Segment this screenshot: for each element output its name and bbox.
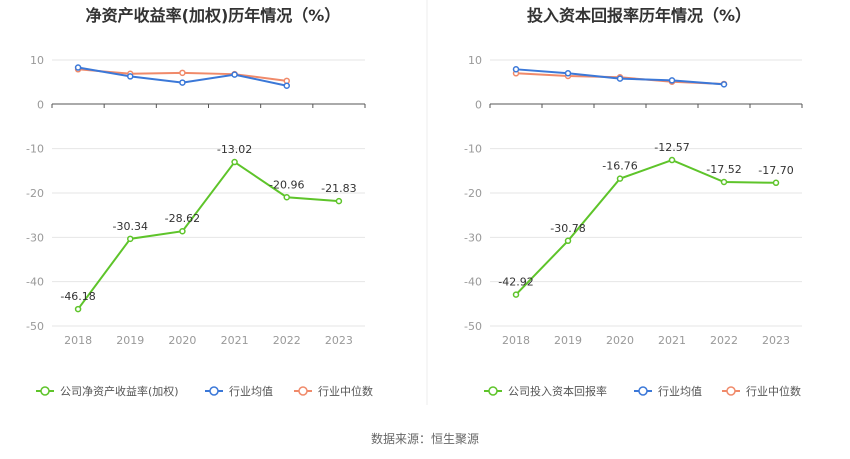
data-label: -30.78 [550,222,585,235]
data-point [74,64,82,71]
chart-title: 净资产收益率(加权)历年情况（%） [86,6,341,25]
roic-chart-panel: 投入资本回报率历年情况（%） 10 0 -10 -20 -30 -40 -50 2018 201… [464,6,803,398]
data-point [231,158,238,166]
data-point [179,227,186,235]
data-point [616,75,624,82]
data-point [668,77,676,84]
legend-label: 行业中位数 [746,384,801,398]
x-tick-label: 2018 [502,334,530,347]
legend-label: 公司投入资本回报率 [508,384,607,398]
legend-label: 公司净资产收益率(加权) [60,384,179,398]
chart-title: 投入资本回报率历年情况（%） [527,6,751,25]
y-tick-label: 0 [37,98,44,111]
data-point [668,156,676,164]
data-label: -16.76 [602,160,637,173]
legend-marker [40,386,50,396]
x-tick-label: 2020 [168,334,196,347]
x-tick-label: 2021 [658,334,686,347]
data-label: -17.70 [758,164,793,177]
y-tick-label: -50 [464,320,482,333]
data-point [127,73,134,80]
legend-label: 行业均值 [658,385,702,398]
y-tick-label: 10 [30,54,44,67]
x-tick-label: 2020 [606,334,634,347]
data-point [772,179,780,187]
x-tick-label: 2022 [710,334,738,347]
legend-marker [726,386,736,396]
x-tick-label: 2023 [762,334,790,347]
data-label: -13.02 [217,143,252,156]
x-tick-label: 2018 [64,334,92,347]
data-label: -28.62 [165,212,200,225]
y-tick-label: -40 [464,276,482,289]
series-line [515,158,777,296]
data-point [720,178,728,186]
x-tick-label: 2019 [116,334,144,347]
data-label: -12.57 [654,141,689,154]
data-point [74,305,82,313]
y-tick-label: -20 [464,187,482,200]
y-tick-label: 0 [475,98,482,111]
data-point [283,82,290,89]
data-label: -42.92 [498,276,533,289]
y-tick-label: -40 [26,276,44,289]
x-tick-label: 2022 [273,334,301,347]
legend-marker [488,386,498,396]
data-point [564,70,572,77]
data-label: -21.83 [321,182,356,195]
data-point [335,197,343,205]
series-line [77,160,339,310]
data-point [179,69,186,77]
data-point [512,66,520,73]
data-point [127,235,134,243]
y-tick-label: -20 [26,187,44,200]
data-source-note: 数据来源：恒生聚源 [371,431,479,446]
data-point [179,79,186,86]
data-point [512,291,520,298]
legend-marker [209,386,219,396]
y-tick-label: -10 [26,143,44,156]
roe-chart-panel: 净资产收益率(加权)历年情况（%） 10 0 -10 -20 -30 -40 -50 2018… [26,6,373,398]
x-tick-label: 2021 [221,334,249,347]
data-label: -17.52 [706,163,741,176]
data-label: -30.34 [113,220,148,233]
legend-marker [638,386,648,396]
data-label: -46.18 [60,290,95,303]
data-point [564,237,572,245]
data-point [720,81,728,88]
legend-label: 行业中位数 [318,384,373,398]
x-tick-label: 2023 [325,334,353,347]
legend-marker [298,386,308,396]
data-point [283,194,290,201]
data-label: -20.96 [269,178,304,191]
legend-label: 行业均值 [229,385,273,398]
data-point [231,71,238,78]
y-tick-label: -30 [464,231,482,244]
y-tick-label: -50 [26,320,44,333]
y-tick-label: -30 [26,231,44,244]
y-tick-label: 10 [468,54,482,67]
x-tick-label: 2019 [554,334,582,347]
y-tick-label: -10 [464,143,482,156]
data-point [616,175,624,182]
